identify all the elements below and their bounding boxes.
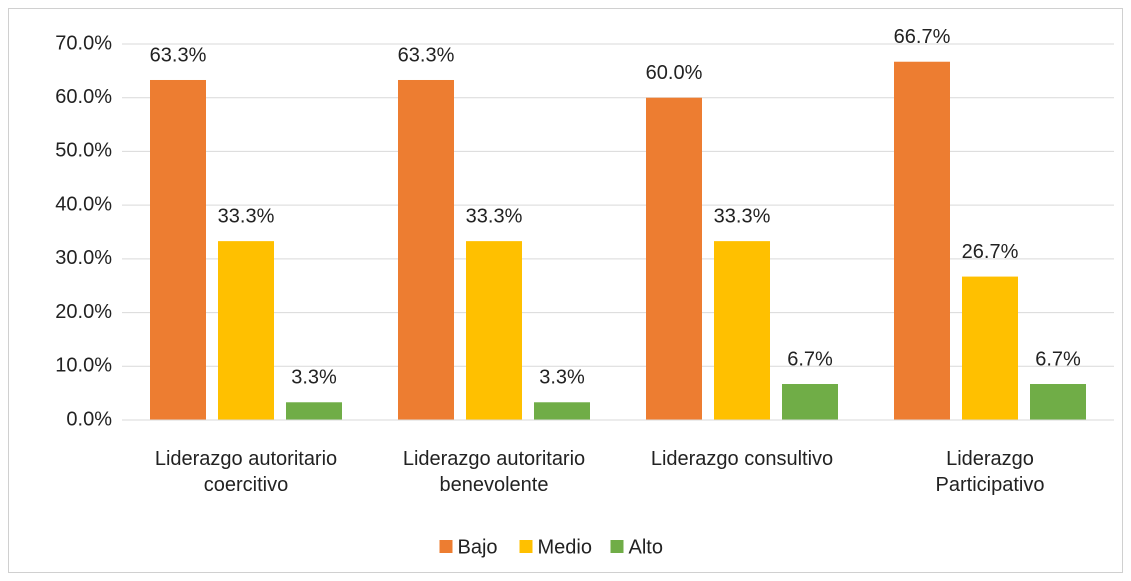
bar xyxy=(962,276,1018,420)
bar xyxy=(286,402,342,420)
legend-swatch xyxy=(519,540,533,553)
bar xyxy=(714,241,770,420)
y-tick-label: 60.0% xyxy=(55,86,112,108)
legend-label: Bajo xyxy=(458,536,498,558)
y-tick-label: 70.0% xyxy=(55,32,112,54)
value-label: 33.3% xyxy=(466,205,523,227)
value-label: 63.3% xyxy=(398,44,455,66)
legend-swatch xyxy=(610,540,624,553)
value-label: 33.3% xyxy=(218,205,275,227)
bar xyxy=(534,402,590,420)
x-tick-label: Liderazgo Participativo xyxy=(935,448,1045,496)
value-label: 26.7% xyxy=(962,241,1019,263)
y-tick-label: 50.0% xyxy=(55,140,112,162)
value-label: 3.3% xyxy=(291,367,337,389)
chart-frame xyxy=(8,8,1123,573)
y-tick-label: 10.0% xyxy=(55,355,112,377)
value-label: 3.3% xyxy=(539,367,585,389)
bar xyxy=(646,97,702,420)
value-label: 60.0% xyxy=(646,62,703,84)
legend-label: Alto xyxy=(629,536,663,558)
y-tick-label: 40.0% xyxy=(55,193,112,215)
bar xyxy=(1030,384,1086,420)
bar xyxy=(782,384,838,420)
value-label: 33.3% xyxy=(714,205,771,227)
x-tick-label: Liderazgo autoritario coercitivo xyxy=(154,448,338,496)
y-tick-label: 0.0% xyxy=(66,408,112,430)
value-label: 6.7% xyxy=(787,348,833,370)
bar xyxy=(466,241,522,420)
bar xyxy=(894,61,950,421)
value-label: 6.7% xyxy=(1035,348,1081,370)
legend-label: Medio xyxy=(538,536,592,558)
bar xyxy=(398,79,454,420)
y-tick-label: 30.0% xyxy=(55,247,112,269)
bar xyxy=(218,241,274,420)
value-label: 63.3% xyxy=(150,44,207,66)
legend-swatch xyxy=(439,540,453,553)
bar xyxy=(150,79,206,420)
x-tick-label: Liderazgo autoritario benevolente xyxy=(402,448,586,496)
value-label: 66.7% xyxy=(894,26,951,48)
y-tick-label: 20.0% xyxy=(55,301,112,323)
x-tick-label: Liderazgo consultivo xyxy=(650,448,834,470)
